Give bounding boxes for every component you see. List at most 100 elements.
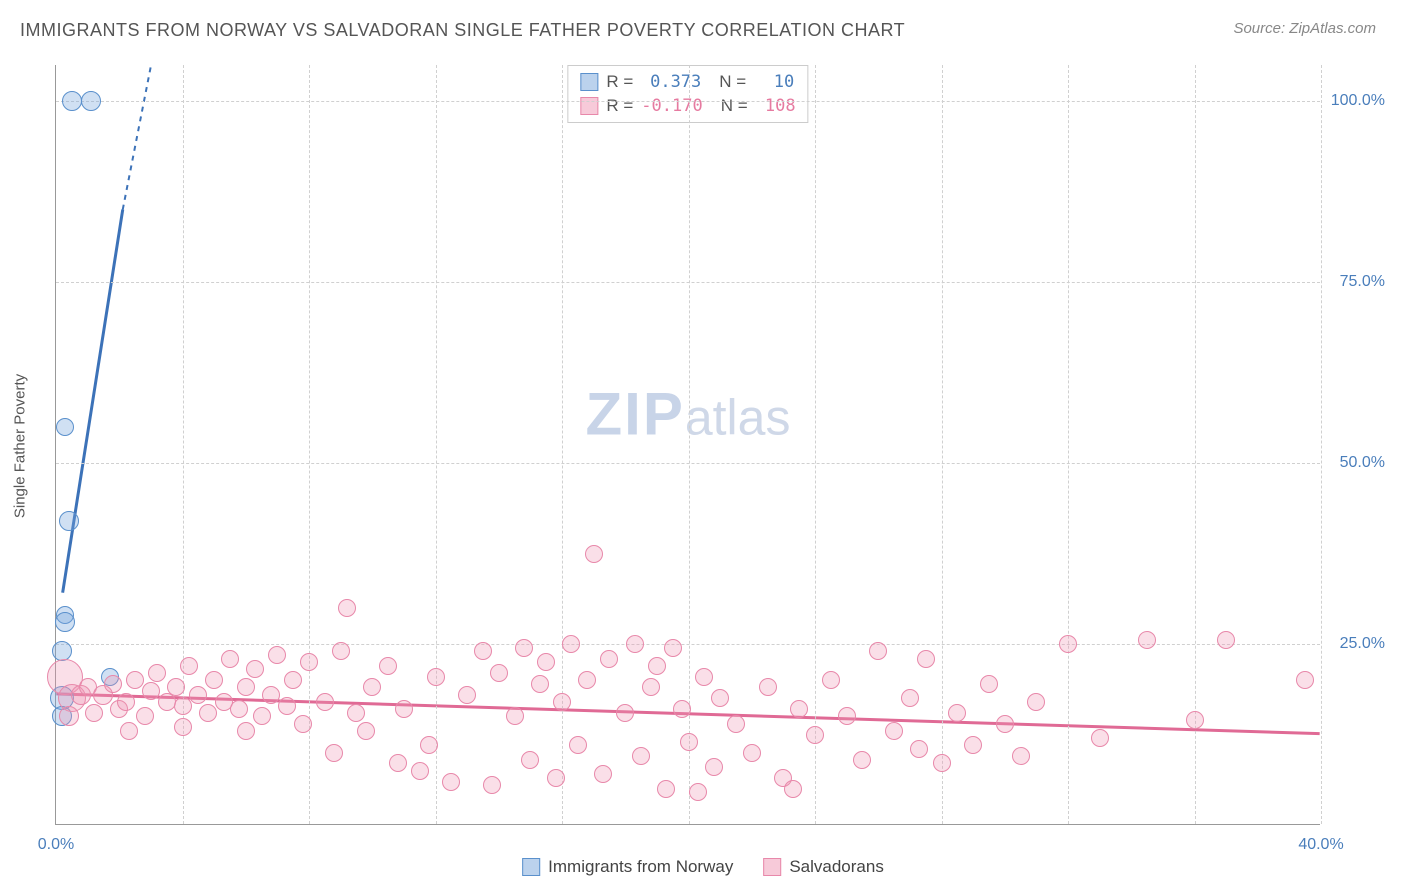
y-tick-label: 100.0%	[1331, 92, 1385, 110]
data-point	[205, 671, 223, 689]
data-point	[585, 545, 603, 563]
data-point	[1296, 671, 1314, 689]
data-point	[521, 751, 539, 769]
data-point	[569, 736, 587, 754]
data-point	[790, 700, 808, 718]
data-point	[657, 780, 675, 798]
x-tick-label: 40.0%	[1298, 836, 1343, 854]
legend-item: Salvadorans	[763, 857, 884, 877]
data-point	[167, 678, 185, 696]
bottom-legend: Immigrants from Norway Salvadorans	[522, 857, 884, 877]
data-point	[81, 91, 101, 111]
data-point	[822, 671, 840, 689]
data-point	[420, 736, 438, 754]
data-point	[142, 682, 160, 700]
data-point	[294, 715, 312, 733]
data-point	[537, 653, 555, 671]
data-point	[56, 418, 74, 436]
gridline-vertical	[942, 65, 943, 824]
stats-swatch	[580, 73, 598, 91]
data-point	[262, 686, 280, 704]
data-point	[980, 675, 998, 693]
data-point	[562, 635, 580, 653]
stats-r-label: R =	[606, 72, 633, 92]
data-point	[885, 722, 903, 740]
gridline-vertical	[436, 65, 437, 824]
data-point	[1091, 729, 1109, 747]
data-point	[395, 700, 413, 718]
watermark-zip: ZIP	[586, 380, 685, 449]
data-point	[506, 707, 524, 725]
data-point	[515, 639, 533, 657]
data-point	[325, 744, 343, 762]
data-point	[948, 704, 966, 722]
gridline-vertical	[1068, 65, 1069, 824]
data-point	[616, 704, 634, 722]
stats-n-label: N =	[719, 72, 746, 92]
data-point	[996, 715, 1014, 733]
watermark-atlas: atlas	[685, 389, 791, 447]
data-point	[632, 747, 650, 765]
data-point	[458, 686, 476, 704]
data-point	[743, 744, 761, 762]
data-point	[221, 650, 239, 668]
data-point	[427, 668, 445, 686]
y-axis-label: Single Father Poverty	[12, 374, 29, 518]
x-tick-label: 0.0%	[38, 836, 74, 854]
data-point	[705, 758, 723, 776]
data-point	[59, 511, 79, 531]
stats-n-value: 10	[754, 72, 794, 92]
y-tick-label: 75.0%	[1340, 273, 1385, 291]
data-point	[230, 700, 248, 718]
data-point	[594, 765, 612, 783]
data-point	[389, 754, 407, 772]
data-point	[784, 780, 802, 798]
gridline-vertical	[1321, 65, 1322, 824]
data-point	[120, 722, 138, 740]
data-point	[237, 678, 255, 696]
data-point	[189, 686, 207, 704]
legend-label: Immigrants from Norway	[548, 857, 733, 877]
data-point	[1217, 631, 1235, 649]
data-point	[126, 671, 144, 689]
data-point	[1138, 631, 1156, 649]
data-point	[490, 664, 508, 682]
data-point	[363, 678, 381, 696]
data-point	[910, 740, 928, 758]
data-point	[316, 693, 334, 711]
data-point	[917, 650, 935, 668]
data-point	[104, 675, 122, 693]
data-point	[759, 678, 777, 696]
data-point	[578, 671, 596, 689]
data-point	[174, 718, 192, 736]
data-point	[59, 706, 79, 726]
data-point	[180, 657, 198, 675]
data-point	[483, 776, 501, 794]
data-point	[664, 639, 682, 657]
stats-r-value: 0.373	[641, 72, 701, 92]
data-point	[1012, 747, 1030, 765]
legend-item: Immigrants from Norway	[522, 857, 733, 877]
y-tick-label: 50.0%	[1340, 454, 1385, 472]
stats-n-label: N =	[721, 96, 748, 116]
data-point	[347, 704, 365, 722]
stats-swatch	[580, 97, 598, 115]
data-point	[673, 700, 691, 718]
y-tick-label: 25.0%	[1340, 635, 1385, 653]
data-point	[268, 646, 286, 664]
data-point	[117, 693, 135, 711]
data-point	[531, 675, 549, 693]
data-point	[964, 736, 982, 754]
data-point	[246, 660, 264, 678]
data-point	[411, 762, 429, 780]
legend-label: Salvadorans	[789, 857, 884, 877]
data-point	[253, 707, 271, 725]
data-point	[332, 642, 350, 660]
data-point	[626, 635, 644, 653]
data-point	[284, 671, 302, 689]
data-point	[136, 707, 154, 725]
data-point	[237, 722, 255, 740]
data-point	[727, 715, 745, 733]
data-point	[838, 707, 856, 725]
data-point	[62, 91, 82, 111]
